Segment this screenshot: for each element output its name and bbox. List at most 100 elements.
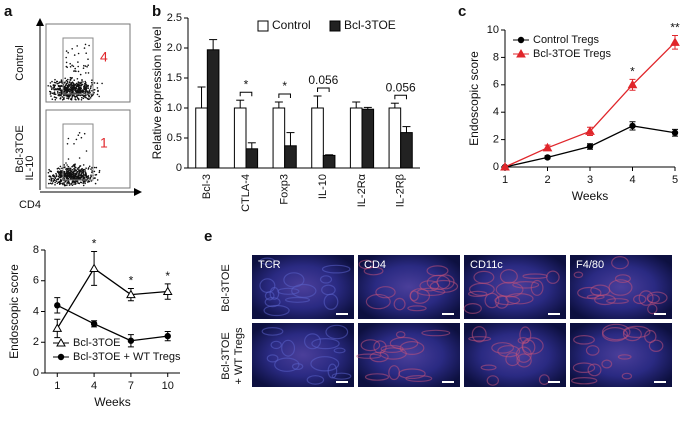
event-dot — [57, 92, 59, 94]
tissue-fold — [291, 283, 317, 298]
event-dot — [81, 96, 83, 99]
event-dot — [71, 89, 73, 92]
event-dot — [64, 81, 66, 83]
event-dot — [82, 97, 85, 100]
event-dot — [51, 88, 53, 91]
y-tick-label: 2.5 — [167, 12, 182, 24]
event-dot — [68, 88, 71, 90]
event-dot — [76, 176, 79, 179]
event-dot — [85, 96, 87, 99]
event-dot — [59, 94, 62, 96]
event-dot — [93, 166, 96, 169]
event-dot — [72, 181, 75, 183]
annotation: 0.056 — [308, 73, 338, 87]
x-axis-label: Weeks — [572, 189, 608, 203]
event-dot — [82, 81, 84, 83]
y-axis-label: Endoscopic score — [7, 264, 21, 359]
y-tick-label: 0 — [176, 162, 182, 174]
gate-value: 1 — [100, 135, 108, 151]
event-dot — [87, 181, 89, 183]
event-dot — [79, 94, 82, 97]
gate — [62, 37, 94, 95]
event-dot — [78, 170, 80, 173]
marker — [671, 129, 679, 136]
tissue-fold — [325, 324, 349, 340]
event-dot — [55, 175, 58, 178]
tissue-fold — [375, 286, 396, 299]
marker — [500, 161, 510, 171]
event-dot — [54, 84, 56, 87]
event-dot — [75, 70, 77, 73]
x-tick-label: IL-10 — [317, 174, 329, 199]
event-dot — [84, 172, 87, 174]
row-label: Bcl-3TOE — [220, 332, 232, 379]
event-dot — [77, 84, 80, 87]
annotation: * — [129, 274, 134, 288]
event-dot — [59, 97, 62, 99]
column-label: CD4 — [364, 259, 386, 271]
event-dot — [75, 173, 77, 175]
tissue-fold — [373, 340, 387, 354]
event-dot — [76, 45, 78, 47]
event-dot — [63, 166, 65, 169]
tissue-fold — [388, 365, 401, 381]
y-tick-label: 6 — [493, 79, 499, 91]
event-dot — [88, 165, 91, 168]
event-dot — [65, 79, 68, 82]
tissue-fold — [363, 266, 384, 276]
y-tick-label: 4 — [493, 106, 499, 118]
event-dot — [52, 177, 54, 180]
event-dot — [57, 175, 60, 178]
event-dot — [57, 170, 59, 172]
event-dot — [81, 175, 83, 177]
micrograph — [358, 323, 460, 387]
x-tick-label: CTLA-4 — [240, 174, 252, 212]
panel-letter: a — [4, 3, 13, 20]
marker — [542, 142, 553, 152]
event-dot — [61, 85, 63, 87]
tissue-fold — [572, 362, 596, 373]
y-tick-label: 0.5 — [167, 132, 182, 144]
event-dot — [89, 176, 92, 179]
x-tick-label: 3 — [587, 174, 593, 186]
event-dot — [84, 80, 86, 83]
event-dot — [81, 79, 83, 81]
event-dot — [91, 170, 93, 172]
tissue-fold — [491, 342, 515, 354]
event-dot — [81, 90, 83, 93]
y-tick-label: 4 — [33, 305, 39, 317]
event-dot — [61, 96, 64, 98]
bar — [272, 107, 286, 169]
legend-label: Bcl-3TOE + WT Tregs — [73, 351, 181, 363]
x-tick-label: 1 — [54, 380, 60, 392]
series-line — [56, 267, 168, 329]
annotation: * — [165, 269, 170, 283]
micrograph — [252, 323, 354, 387]
event-dot — [59, 89, 62, 92]
scale-bar — [548, 313, 560, 315]
event-dot — [72, 91, 75, 93]
tissue-fold — [426, 274, 451, 290]
event-dot — [82, 67, 85, 69]
event-dot — [53, 86, 56, 89]
event-dot — [65, 65, 68, 68]
event-dot — [58, 81, 61, 83]
tissue-fold — [519, 326, 532, 344]
event-dot — [88, 44, 90, 47]
event-dot — [66, 164, 68, 166]
tissue-fold — [646, 291, 668, 305]
event-dot — [76, 171, 78, 174]
event-dot — [78, 132, 81, 134]
event-dot — [54, 78, 56, 81]
tissue-fold — [608, 279, 633, 296]
bar — [388, 107, 402, 169]
tissue-fold — [263, 304, 290, 317]
event-dot — [67, 95, 69, 98]
tissue-fold — [261, 327, 284, 336]
tissue-fold — [321, 264, 351, 274]
event-dot — [83, 64, 85, 67]
tissue-fold — [622, 325, 651, 338]
x-axis-label: CD4 — [19, 199, 41, 211]
tissue-fold — [633, 294, 647, 305]
event-dot — [79, 181, 82, 184]
